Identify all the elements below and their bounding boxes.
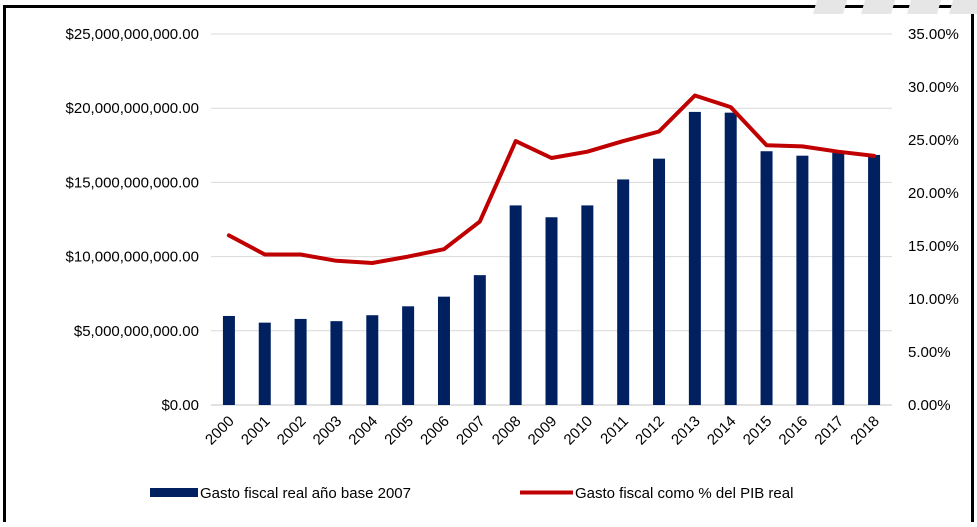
bar-2005 — [402, 306, 415, 405]
left-axis-tick-label: $10,000,000,000.00 — [66, 249, 199, 266]
x-axis-tick-label: 2018 — [847, 413, 883, 449]
legend: Gasto fiscal real año base 2007 Gasto fi… — [150, 485, 793, 502]
bar-2013 — [688, 111, 701, 405]
right-axis-tick-label: 30.00% — [908, 79, 959, 96]
x-axis-tick-label: 2015 — [740, 413, 776, 449]
x-axis-tick-label: 2003 — [310, 413, 346, 449]
chart-border — [3, 5, 974, 527]
line-point-2016 — [801, 145, 803, 147]
bar-2014 — [724, 112, 737, 405]
x-axis-tick-label: 2013 — [668, 413, 704, 449]
line-point-2004 — [371, 262, 373, 264]
x-axis-tick-label: 2011 — [597, 413, 632, 448]
bar-2017 — [832, 152, 845, 405]
left-axis-tick-label: $20,000,000,000.00 — [66, 100, 199, 117]
line-point-2001 — [264, 253, 266, 255]
line-point-2014 — [730, 106, 732, 108]
bar-2008 — [509, 205, 522, 405]
bar-2006 — [437, 296, 450, 405]
bar-2018 — [868, 154, 881, 405]
bar-2002 — [294, 318, 307, 405]
x-axis-tick-label: 2016 — [776, 413, 812, 449]
bar-2011 — [617, 179, 630, 405]
right-axis-tick-label: 10.00% — [908, 291, 959, 308]
line-point-2015 — [766, 144, 768, 146]
x-axis-tick-label: 2010 — [561, 413, 597, 449]
x-axis-tick-label: 2000 — [202, 413, 238, 449]
legend-swatch-bar — [150, 488, 198, 497]
bar-2009 — [545, 217, 558, 405]
x-axis-tick-label: 2005 — [381, 413, 417, 449]
right-axis-tick-label: 25.00% — [908, 132, 959, 149]
line-point-2010 — [586, 151, 588, 153]
bar-2012 — [653, 158, 666, 405]
line-point-2018 — [873, 155, 875, 157]
line-point-2006 — [443, 248, 445, 250]
bar-2001 — [258, 322, 271, 405]
line-point-2007 — [479, 221, 481, 223]
right-axis-tick-label: 15.00% — [908, 238, 959, 255]
line-point-2013 — [694, 94, 696, 96]
legend-label-bar: Gasto fiscal real año base 2007 — [200, 485, 411, 502]
x-axis-tick-label: 2012 — [632, 413, 668, 449]
right-axis-tick-label: 35.00% — [908, 26, 959, 43]
bar-2000 — [222, 315, 235, 405]
left-y-axis: $0.00 $5,000,000,000.00 $10,000,000,000.00… — [66, 26, 199, 414]
x-axis-tick-label: 2004 — [345, 413, 381, 449]
line-point-2012 — [658, 131, 660, 133]
x-axis-tick-label: 2001 — [238, 413, 274, 449]
line-point-2009 — [551, 157, 552, 159]
legend-label-line: Gasto fiscal como % del PIB real — [575, 485, 793, 502]
bar-2015 — [760, 151, 773, 405]
right-y-axis: 0.00% 5.00% 10.00% 15.00% 20.00% 25.00% 30.00%… — [908, 26, 959, 414]
bar-2010 — [581, 205, 594, 405]
line-point-2017 — [837, 151, 839, 153]
x-axis-tick-label: 2014 — [704, 413, 740, 449]
line-point-2011 — [622, 140, 624, 142]
line-point-2005 — [407, 256, 409, 258]
bar-2007 — [473, 275, 486, 405]
line-point-2008 — [515, 140, 517, 142]
x-axis-tick-label: 2006 — [417, 413, 453, 449]
left-axis-tick-label: $15,000,000,000.00 — [66, 174, 199, 191]
bar-2003 — [330, 321, 343, 405]
line-point-2003 — [335, 260, 337, 262]
bar-2004 — [366, 315, 379, 405]
x-axis-tick-label: 2002 — [274, 413, 310, 449]
left-axis-tick-label: $0.00 — [161, 397, 199, 414]
left-axis-tick-label: $25,000,000,000.00 — [66, 26, 199, 43]
line-point-2000 — [228, 234, 230, 236]
bar-series-gasto-fiscal-real — [222, 111, 881, 405]
right-axis-tick-label: 20.00% — [908, 185, 959, 202]
background-logo-fragment — [813, 0, 977, 14]
x-axis-tick-label: 2008 — [489, 413, 525, 449]
line-series-gasto-pib — [226, 93, 877, 265]
x-axis: 2000 2001 2002 2003 2004 2005 2006 2007 2008 2009… — [202, 413, 883, 449]
x-axis-tick-label: 2017 — [811, 413, 847, 449]
x-axis-tick-label: 2007 — [453, 413, 489, 449]
x-axis-tick-label: 2009 — [525, 413, 561, 449]
left-axis-tick-label: $5,000,000,000.00 — [74, 323, 199, 340]
right-axis-tick-label: 5.00% — [908, 344, 951, 361]
right-axis-tick-label: 0.00% — [908, 397, 951, 414]
bar-2016 — [796, 155, 809, 405]
line-point-2002 — [300, 253, 302, 255]
